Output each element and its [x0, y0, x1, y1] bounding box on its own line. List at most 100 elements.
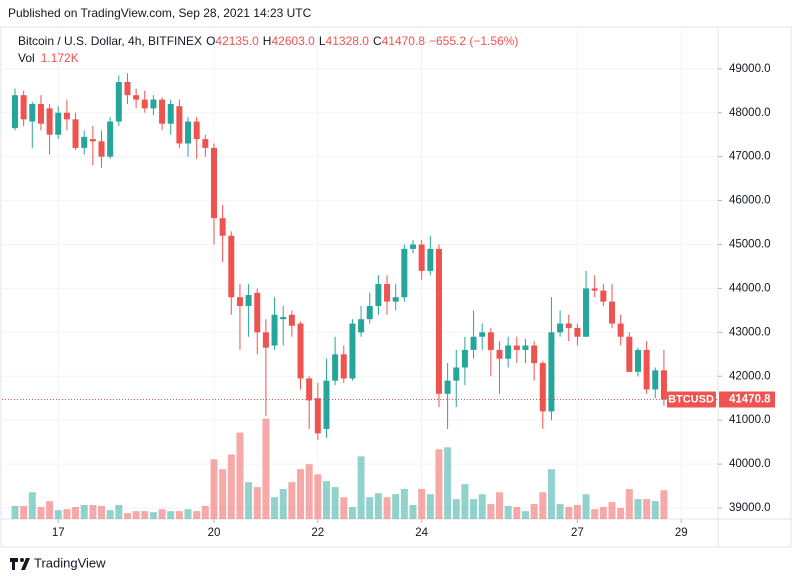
candle-body: [634, 349, 641, 372]
ohlc-value: 42135.0: [215, 34, 259, 48]
candle-body: [409, 244, 416, 249]
volume-bar: [521, 511, 529, 519]
volume-bar: [305, 464, 313, 519]
x-tick-label: 22: [311, 527, 324, 539]
volume-bar: [98, 505, 106, 519]
volume-bar: [132, 511, 140, 519]
published-note: Published on TradingView.com, Sep 28, 20…: [8, 6, 312, 20]
volume-bar: [227, 454, 235, 519]
volume-bar: [608, 502, 616, 519]
candle-body: [531, 345, 538, 364]
candle-body: [236, 297, 243, 306]
volume-bar: [340, 497, 348, 519]
candle-body: [574, 327, 581, 337]
candle-body: [133, 95, 140, 100]
ohlc-key: H: [263, 34, 272, 48]
y-tick-label: 47000.0: [729, 151, 771, 163]
volume-value: 1.172K: [41, 51, 79, 65]
volume-bar: [547, 469, 555, 519]
volume-bar: [539, 492, 547, 519]
volume-bar: [322, 481, 330, 519]
y-tick-label: 42000.0: [729, 370, 771, 382]
candle-body: [89, 139, 96, 142]
candle-body: [176, 106, 183, 144]
volume-bar: [253, 487, 261, 519]
candle-body: [124, 82, 131, 96]
candle-body: [63, 112, 70, 120]
candle-body: [219, 218, 226, 236]
volume-bar: [245, 482, 253, 519]
candle-body: [496, 349, 503, 359]
candle-body: [444, 380, 451, 394]
symbol-label: BTCUSD: [668, 393, 714, 405]
volume-bar: [106, 510, 114, 519]
candle-body: [565, 323, 572, 328]
y-tick-label: 40000.0: [729, 458, 771, 470]
volume-bar: [426, 494, 434, 519]
candle-body: [401, 248, 408, 298]
volume-bar: [288, 482, 296, 519]
candle-body: [297, 323, 304, 379]
candle-body: [539, 363, 546, 412]
candle-body: [375, 284, 382, 306]
candle-body: [107, 121, 114, 157]
candle-body: [617, 323, 624, 337]
volume-bar: [236, 432, 244, 519]
candle-body: [11, 95, 18, 129]
volume-bar: [331, 487, 339, 519]
y-tick-label: 39000.0: [729, 502, 771, 514]
volume-bar: [444, 447, 452, 519]
candle-body: [98, 141, 105, 157]
x-tick-label: 20: [208, 527, 221, 539]
candle-body: [115, 82, 122, 122]
volume-bar: [80, 505, 88, 519]
volume-bar: [167, 511, 175, 519]
volume-bar: [175, 511, 183, 519]
candle-body: [513, 345, 520, 350]
candle-body: [384, 284, 391, 302]
candle-body: [479, 332, 486, 337]
candle-body: [652, 370, 659, 390]
y-tick-label: 46000.0: [729, 195, 771, 207]
candle-body: [81, 136, 88, 148]
volume-bar: [487, 504, 495, 519]
volume-bar: [201, 505, 209, 519]
volume-bar: [54, 510, 62, 519]
volume-bar: [599, 506, 607, 519]
volume-bar: [591, 509, 599, 519]
symbol-title: Bitcoin / U.S. Dollar, 4h, BITFINEX: [18, 34, 202, 48]
volume-bar: [366, 497, 374, 519]
volume-bar: [452, 499, 460, 519]
volume-bar: [72, 506, 80, 519]
volume-bar: [193, 511, 201, 519]
ohlc-value: 41470.8: [382, 34, 426, 48]
volume-bar: [314, 474, 322, 519]
y-tick-label: 43000.0: [729, 326, 771, 338]
candle-body: [245, 295, 252, 306]
candle-body: [288, 314, 295, 326]
ohlc-key: O: [206, 34, 215, 48]
symbol-badge: [667, 391, 716, 408]
volume-bar: [63, 509, 71, 519]
x-tick-label: 17: [52, 527, 65, 539]
volume-name: Vol: [18, 51, 35, 65]
volume-bar: [89, 505, 97, 519]
candle-body: [522, 345, 529, 350]
volume-bar: [279, 489, 287, 519]
volume-bar: [37, 506, 45, 519]
candle-body: [271, 314, 278, 346]
volume-bar: [141, 511, 149, 519]
candle-body: [583, 288, 590, 337]
candle-body: [37, 103, 44, 124]
candle-body: [366, 305, 373, 320]
volume-bar: [556, 504, 564, 519]
candles: BTCUSD 41470.8: [2, 73, 775, 440]
volume-bar: [625, 489, 633, 519]
ohlc-value: 42603.0: [271, 34, 315, 48]
candle-body: [609, 301, 616, 324]
volume-bar: [470, 499, 478, 519]
candle-body: [262, 332, 269, 348]
legend-row: Bitcoin / U.S. Dollar, 4h, BITFINEX O4213…: [18, 34, 518, 48]
candle-body: [254, 292, 261, 333]
volume-bar: [651, 501, 659, 519]
